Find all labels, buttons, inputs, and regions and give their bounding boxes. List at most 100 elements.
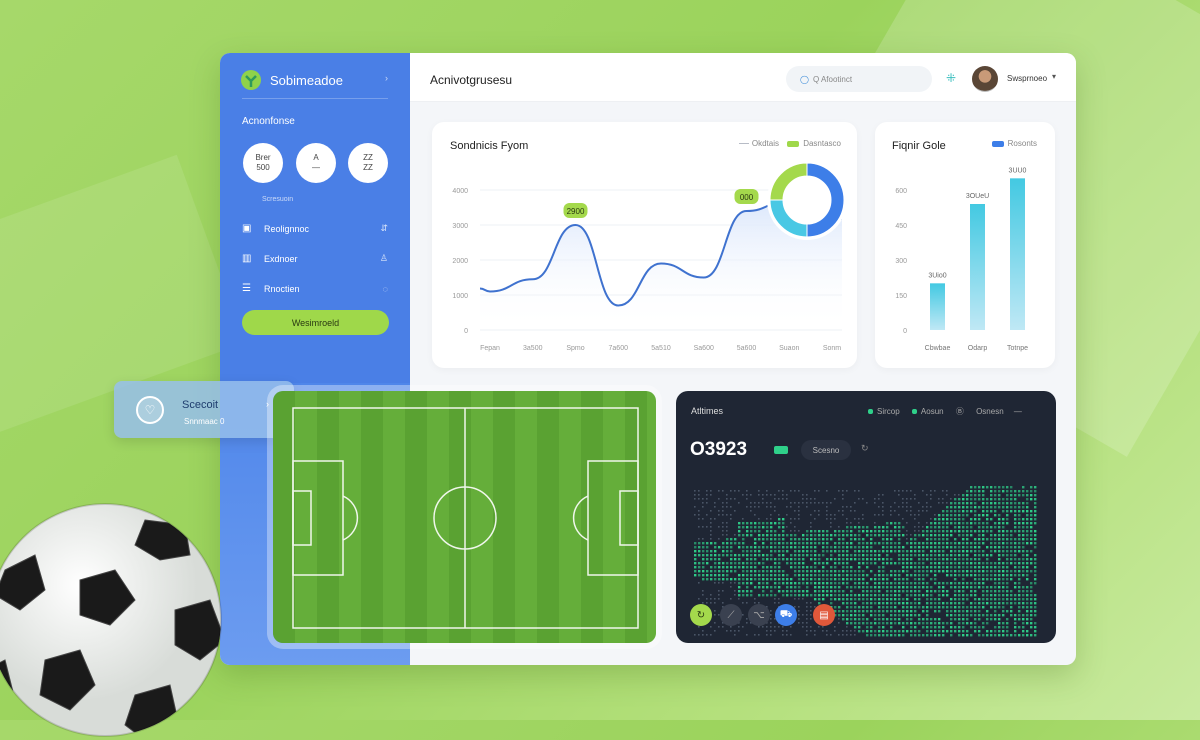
map-dot	[742, 578, 744, 580]
user-name[interactable]: Swsprnoeo	[1007, 74, 1047, 83]
scan-icon[interactable]: ⁜	[946, 71, 956, 85]
map-dot	[858, 614, 860, 616]
map-dot	[826, 570, 828, 572]
map-dot	[858, 490, 860, 492]
map-dot	[746, 618, 748, 620]
map-dot	[806, 610, 808, 612]
ticket-icon[interactable]: ▤	[813, 604, 835, 626]
map-dot	[694, 554, 696, 556]
big-value: O3923	[690, 439, 747, 461]
map-dot	[906, 538, 908, 540]
chevron-right-icon[interactable]: ›	[266, 399, 269, 409]
map-dot	[1030, 526, 1032, 528]
map-dot	[1014, 514, 1016, 516]
chevron-down-icon[interactable]: ▾	[1052, 72, 1056, 81]
map-dot	[846, 554, 848, 556]
map-dot	[962, 502, 964, 504]
map-dot	[990, 574, 992, 576]
cta-button[interactable]: Wesimroeld	[242, 310, 389, 335]
extra-label[interactable]: Osnesn	[976, 407, 1004, 416]
map-dot	[874, 550, 876, 552]
share-icon[interactable]: ⌥	[748, 604, 770, 626]
menu-icon[interactable]: —	[1014, 407, 1022, 416]
map-dot	[858, 538, 860, 540]
avatar[interactable]	[972, 66, 998, 92]
map-dot	[810, 558, 812, 560]
map-dot	[958, 502, 960, 504]
map-dot	[942, 626, 944, 628]
map-dot	[1026, 602, 1028, 604]
map-dot	[834, 534, 836, 536]
map-dot	[938, 562, 940, 564]
map-dot	[822, 630, 824, 632]
map-dot	[866, 566, 868, 568]
map-dot	[914, 598, 916, 600]
map-dot	[882, 626, 884, 628]
map-dot	[862, 562, 864, 564]
map-dot	[1010, 502, 1012, 504]
map-dot	[1014, 506, 1016, 508]
map-dot	[1022, 558, 1024, 560]
map-dot	[698, 514, 700, 516]
map-dot	[902, 534, 904, 536]
map-dot	[838, 570, 840, 572]
link-icon[interactable]: ⟋	[720, 604, 742, 626]
search-input[interactable]: ◯Q Afootinct	[786, 66, 932, 92]
sidebar-item-3[interactable]: ☰Rnoctien◌	[242, 283, 388, 294]
cart-icon[interactable]: ⛟	[775, 604, 797, 626]
map-dot	[766, 502, 768, 504]
sidebar-item-1[interactable]: ▣Reolignnoc⇵	[242, 223, 388, 234]
map-dot	[758, 578, 760, 580]
refresh-icon[interactable]: ↻	[861, 443, 869, 454]
map-dot	[1026, 574, 1028, 576]
leaf-icon[interactable]: ↻	[690, 604, 712, 626]
collapse-icon[interactable]: ›	[385, 73, 388, 83]
y-tick-label: 450	[895, 223, 907, 230]
map-dot	[886, 550, 888, 552]
map-dot	[1030, 542, 1032, 544]
map-dot	[978, 542, 980, 544]
map-dot	[1030, 602, 1032, 604]
map-dot	[906, 598, 908, 600]
map-dot	[714, 554, 716, 556]
map-dot	[802, 598, 804, 600]
brand[interactable]: Sobimeadoe	[240, 69, 343, 91]
map-dot	[954, 578, 956, 580]
map-dot	[902, 490, 904, 492]
map-dot	[986, 630, 988, 632]
map-dot	[958, 618, 960, 620]
map-dot	[934, 558, 936, 560]
map-dot	[754, 578, 756, 580]
sidebar-item-2[interactable]: ▥Exdnoer♙	[242, 253, 388, 264]
map-dot	[710, 570, 712, 572]
map-dot	[818, 510, 820, 512]
map-dot	[734, 538, 736, 540]
map-dot	[970, 506, 972, 508]
map-dot	[738, 578, 740, 580]
map-dot	[698, 538, 700, 540]
map-dot	[938, 602, 940, 604]
filter-chip[interactable]: Scesno	[801, 440, 851, 460]
map-dot	[726, 526, 728, 528]
map-dot	[970, 634, 972, 636]
stat-circle[interactable]: A—	[296, 143, 336, 183]
map-dot	[762, 562, 764, 564]
map-dot	[922, 586, 924, 588]
map-dot	[934, 490, 936, 492]
map-dot	[806, 502, 808, 504]
info-icon[interactable]: Ⓑ	[956, 407, 964, 416]
map-dot	[890, 522, 892, 524]
map-dot	[1026, 518, 1028, 520]
map-dot	[738, 522, 740, 524]
map-dot	[774, 598, 776, 600]
map-dot	[718, 566, 720, 568]
map-dot	[1018, 518, 1020, 520]
map-dot	[866, 534, 868, 536]
floating-card[interactable]: ♡ Scecoit Snnmaac 0 ›	[114, 381, 294, 438]
map-dot	[890, 514, 892, 516]
map-dot	[750, 534, 752, 536]
map-dot	[758, 534, 760, 536]
map-dot	[718, 526, 720, 528]
